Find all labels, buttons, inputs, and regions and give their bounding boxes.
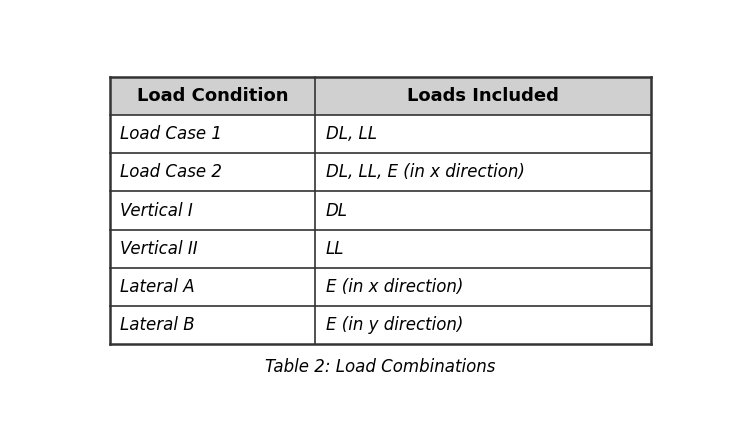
Text: Lateral B: Lateral B — [120, 316, 195, 334]
Bar — [315, 191, 651, 230]
Text: LL: LL — [326, 240, 344, 258]
Text: DL, LL, E (in x direction): DL, LL, E (in x direction) — [326, 163, 525, 182]
Bar — [315, 154, 651, 191]
Bar — [315, 115, 651, 154]
Text: Vertical I: Vertical I — [120, 202, 193, 219]
Text: E (in y direction): E (in y direction) — [326, 316, 463, 334]
Text: E (in x direction): E (in x direction) — [326, 278, 463, 296]
Text: DL: DL — [326, 202, 348, 219]
Text: Load Condition: Load Condition — [137, 87, 289, 105]
Bar — [110, 268, 315, 306]
Text: Loads Included: Loads Included — [407, 87, 559, 105]
Bar — [315, 268, 651, 306]
Bar — [315, 77, 651, 115]
Text: Lateral A: Lateral A — [120, 278, 195, 296]
Text: Load Case 1: Load Case 1 — [120, 125, 223, 143]
Bar — [110, 154, 315, 191]
Bar — [315, 230, 651, 268]
Bar — [110, 230, 315, 268]
Bar — [110, 77, 315, 115]
Text: Table 2: Load Combinations: Table 2: Load Combinations — [265, 357, 496, 376]
Bar — [110, 115, 315, 154]
Text: Load Case 2: Load Case 2 — [120, 163, 223, 182]
Text: DL, LL: DL, LL — [326, 125, 377, 143]
Bar — [110, 306, 315, 344]
Bar — [110, 191, 315, 230]
Text: Vertical II: Vertical II — [120, 240, 198, 258]
Bar — [315, 306, 651, 344]
